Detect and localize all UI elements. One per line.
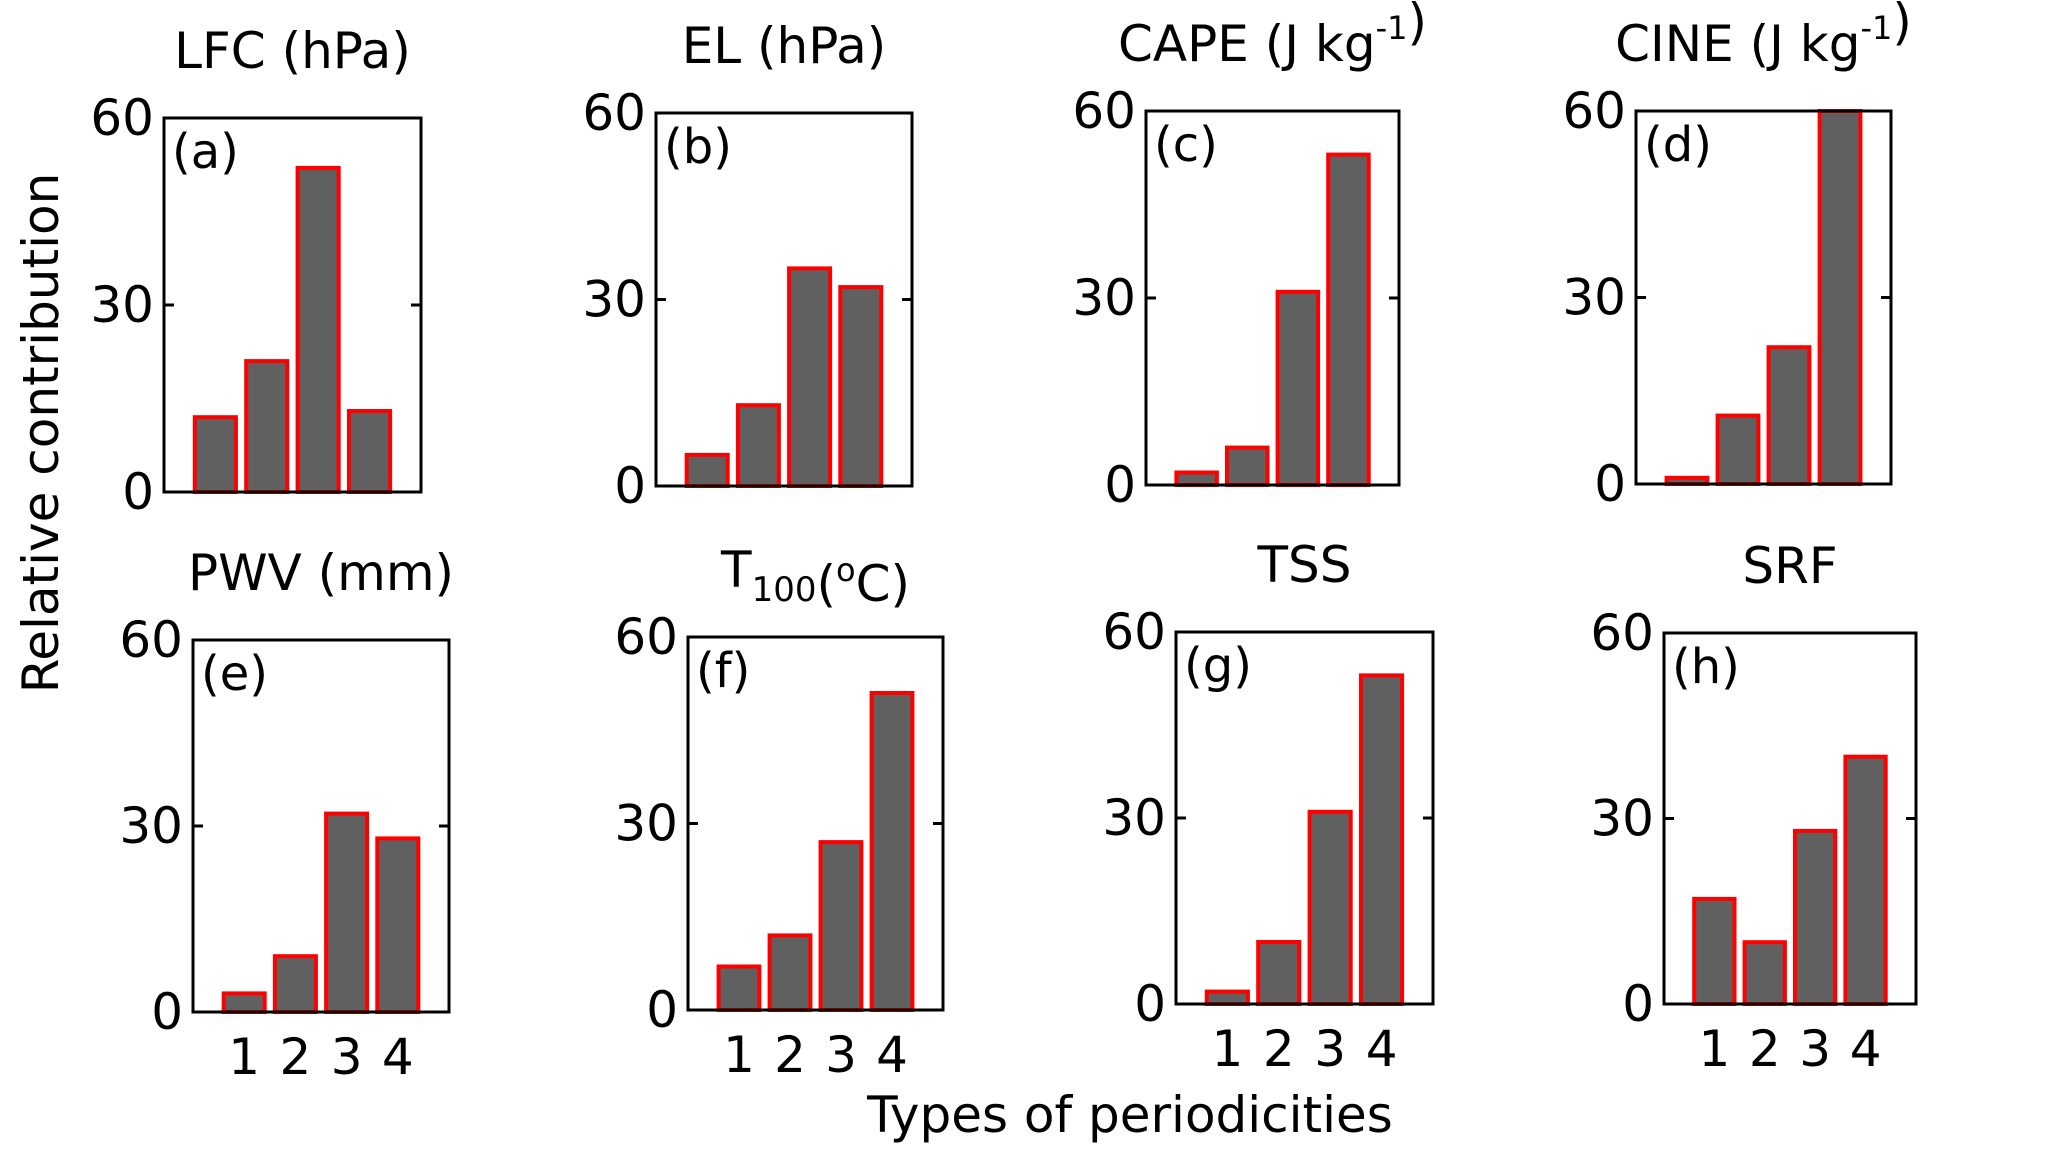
bar-3 bbox=[295, 165, 341, 494]
panel-h: 1 2 3 4 0 30 60 (h)SRF bbox=[1590, 537, 1918, 1078]
bar-1 bbox=[192, 415, 238, 495]
bar-3 bbox=[1793, 828, 1838, 1007]
bar-4 bbox=[1359, 673, 1405, 1007]
bar-2 bbox=[244, 359, 290, 494]
bar-4 bbox=[375, 836, 421, 1015]
x-tick-label: 4 bbox=[1366, 1020, 1398, 1078]
x-tick-label: 1 bbox=[1211, 1020, 1243, 1078]
y-tick-label: 60 bbox=[614, 608, 678, 666]
bar-3 bbox=[1307, 809, 1353, 1006]
panel-title: LFC (hPa) bbox=[174, 22, 411, 80]
x-axis-title: Types of periodicities bbox=[866, 1086, 1393, 1144]
y-tick-label: 60 bbox=[90, 89, 154, 147]
bar-2 bbox=[1225, 445, 1270, 488]
panel-letter: (c) bbox=[1154, 117, 1218, 173]
y-tick-label: 30 bbox=[1590, 790, 1654, 848]
y-tick-label: 0 bbox=[646, 981, 678, 1039]
bar-2 bbox=[272, 954, 318, 1015]
y-tick-label: 60 bbox=[1102, 603, 1166, 661]
y-tick-label: 30 bbox=[90, 276, 154, 334]
y-tick-label: 30 bbox=[119, 797, 183, 855]
bar-4 bbox=[838, 285, 884, 488]
panel-c: 0 30 60 (c) CAPE (J kg-1) bbox=[1072, 0, 1427, 514]
bar-3 bbox=[818, 840, 864, 1012]
x-tick-label: 2 bbox=[1263, 1020, 1295, 1078]
bar-1 bbox=[221, 991, 267, 1015]
bar-4 bbox=[1843, 754, 1888, 1007]
y-tick-label: 60 bbox=[1590, 604, 1654, 662]
x-tick-label: 2 bbox=[1749, 1020, 1781, 1078]
x-tick-label: 2 bbox=[774, 1026, 806, 1084]
bar-1 bbox=[716, 964, 762, 1012]
x-tick-label: 3 bbox=[331, 1028, 363, 1086]
y-tick-label: 0 bbox=[1134, 975, 1166, 1033]
x-tick-label: 2 bbox=[279, 1028, 311, 1086]
bar-2 bbox=[1715, 413, 1761, 487]
y-tick-label: 30 bbox=[1102, 789, 1166, 847]
x-tick-label: 3 bbox=[825, 1026, 857, 1084]
y-axis-title: Relative contribution bbox=[12, 173, 70, 694]
y-tick-label: 0 bbox=[122, 463, 154, 521]
y-tick-label: 30 bbox=[614, 795, 678, 853]
bar-2 bbox=[1742, 940, 1787, 1007]
panel-title: CAPE (J kg-1) bbox=[1118, 0, 1427, 73]
x-tick-label: 4 bbox=[1850, 1020, 1882, 1078]
panel-title: SRF bbox=[1742, 537, 1837, 595]
bar-4 bbox=[1326, 152, 1371, 487]
bar-2 bbox=[735, 403, 781, 489]
x-tick-label: 1 bbox=[1698, 1020, 1730, 1078]
panel-g: 1 2 3 4 0 30 60 (g)TSS bbox=[1102, 536, 1435, 1078]
y-tick-label: 0 bbox=[1104, 456, 1136, 514]
bar-3 bbox=[787, 266, 833, 488]
bar-3 bbox=[324, 811, 370, 1014]
y-tick-label: 0 bbox=[1622, 975, 1654, 1033]
x-tick-label: 3 bbox=[1314, 1020, 1346, 1078]
y-tick-label: 0 bbox=[151, 983, 183, 1041]
panel-letter: (d) bbox=[1644, 117, 1712, 173]
bar-1 bbox=[1204, 989, 1250, 1006]
panel-d: 0 30 60 (d) CINE (J kg-1) bbox=[1562, 0, 1912, 513]
panel-letter: (f) bbox=[696, 643, 750, 699]
bar-4 bbox=[1817, 109, 1863, 486]
y-tick-label: 30 bbox=[582, 271, 646, 329]
bar-2 bbox=[767, 933, 813, 1013]
bar-3 bbox=[1275, 289, 1321, 487]
panel-e: 1 2 3 4 0 30 60 (e) PWV (mm) bbox=[119, 544, 454, 1086]
panel-b: 0 30 60 (b) EL (hPa) bbox=[582, 17, 914, 515]
y-tick-label: 60 bbox=[1072, 82, 1136, 140]
x-tick-label: 3 bbox=[1799, 1020, 1831, 1078]
y-tick-label: 30 bbox=[1072, 269, 1136, 327]
bar-1 bbox=[684, 452, 730, 488]
y-tick-label: 60 bbox=[119, 611, 183, 669]
x-tick-label: 1 bbox=[723, 1026, 755, 1084]
panel-letter: (b) bbox=[664, 119, 732, 175]
panel-title: T100(oC) bbox=[720, 541, 910, 613]
x-tick-label: 4 bbox=[876, 1026, 908, 1084]
panel-a: 0 30 60 (a) LFC (hPa) bbox=[90, 22, 423, 521]
panel-letter: (a) bbox=[172, 124, 239, 180]
panel-title: PWV (mm) bbox=[188, 544, 454, 602]
y-tick-label: 0 bbox=[614, 457, 646, 515]
bar-4 bbox=[347, 409, 393, 494]
panel-letter: (h) bbox=[1672, 639, 1740, 695]
bar-1 bbox=[1692, 896, 1737, 1007]
y-tick-label: 60 bbox=[582, 84, 646, 142]
bar-4 bbox=[869, 691, 915, 1012]
bar-2 bbox=[1256, 940, 1302, 1006]
y-tick-label: 60 bbox=[1562, 82, 1626, 140]
panel-title: EL (hPa) bbox=[682, 17, 887, 75]
x-tick-label: 4 bbox=[382, 1028, 414, 1086]
bar-3 bbox=[1766, 345, 1812, 487]
panel-f: 1 2 3 4 0 30 60 (f) T100(oC) bbox=[614, 541, 945, 1084]
x-tick-label: 1 bbox=[228, 1028, 260, 1086]
bar-1 bbox=[1174, 470, 1219, 487]
y-tick-label: 30 bbox=[1562, 269, 1626, 327]
y-tick-label: 0 bbox=[1594, 455, 1626, 513]
panel-letter: (g) bbox=[1184, 638, 1252, 694]
panel-title: CINE (J kg-1) bbox=[1615, 0, 1912, 73]
panel-title: TSS bbox=[1256, 536, 1351, 594]
panel-letter: (e) bbox=[201, 646, 268, 702]
